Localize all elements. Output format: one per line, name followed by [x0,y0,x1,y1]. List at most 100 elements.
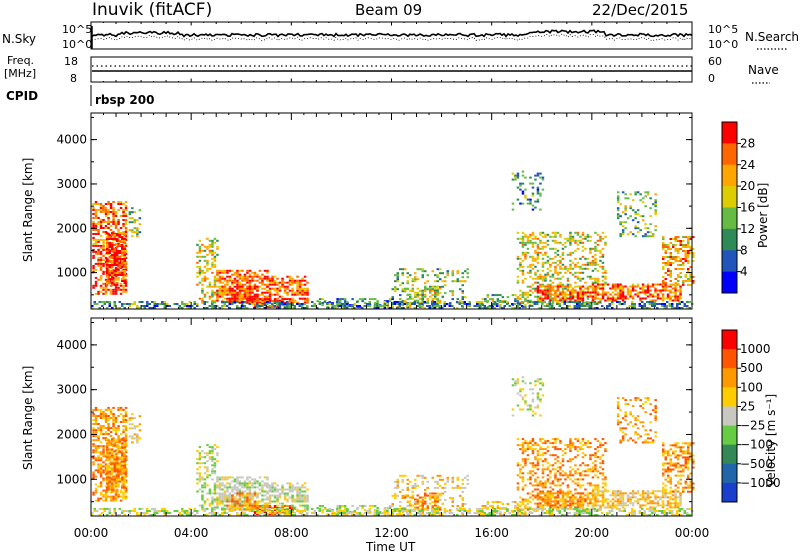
velocity-cell [94,469,98,472]
velocity-cell [419,508,422,511]
power-cell [266,283,269,286]
power-cell [416,278,419,281]
velocity-cell [451,486,454,489]
power-cell [616,285,620,288]
velocity-cell [554,458,557,461]
velocity-cell [112,439,115,442]
velocity-cell [263,476,267,479]
velocity-cell [99,493,103,496]
velocity-cell [409,504,412,507]
power-cell [114,242,118,245]
power-cell [611,301,614,303]
power-cell [459,300,462,303]
power-cell [534,281,537,284]
power-cell [206,291,209,294]
power-cell [681,301,684,303]
power-cell [682,264,685,266]
power-cell [651,299,655,302]
power-cell [682,236,685,239]
velocity-cell [281,505,284,507]
power-cell [236,283,239,286]
power-cell [626,233,630,236]
power-cell [646,307,649,309]
velocity-cell [404,474,407,477]
power-cell [419,301,422,304]
power-cell [541,289,545,292]
power-cell [666,297,670,300]
velocity-cell [97,497,100,500]
power-cell [123,270,126,272]
power-cell [489,298,492,301]
power-cell [238,299,242,302]
velocity-cell [546,490,550,493]
power-cell [556,299,560,302]
power-cell [124,248,128,251]
power-cell [383,305,386,307]
power-cell [671,295,675,298]
velocity-cell [206,484,209,487]
velocity-cell [108,478,111,481]
power-cell [213,293,217,296]
power-cell [112,288,115,291]
velocity-cell [524,511,527,514]
velocity-cell [318,505,322,507]
power-cell [574,249,577,252]
velocity-cell [116,464,119,467]
power-cell [581,241,585,244]
power-cell [358,298,362,301]
velocity-cell [266,482,269,485]
velocity-cell [526,500,530,503]
power-cell [241,283,244,286]
velocity-cell [106,452,109,455]
power-cell [593,301,596,303]
power-cell [268,279,272,282]
power-cell [579,265,582,268]
power-cell [221,295,224,298]
power-cell [424,290,427,293]
power-cell [278,303,281,305]
velocity-cell [416,498,419,501]
velocity-cell [298,504,302,507]
power-cell [566,289,570,292]
power-cell [301,277,304,280]
velocity-cell [549,502,552,505]
ytick-label: 2000 [56,221,87,235]
power-cell [263,303,266,305]
power-cell [373,302,377,305]
velocity-cell [196,462,199,465]
power-cell [541,241,545,244]
power-cell [514,176,517,179]
velocity-cell [112,429,115,432]
power-cell [138,307,141,309]
power-cell [601,291,605,294]
power-cell [619,203,622,206]
power-cell [338,298,342,301]
velocity-cell [112,487,115,490]
power-cell [556,303,559,305]
power-cell [661,303,664,305]
power-cell [99,246,103,249]
velocity-cell [233,496,237,499]
power-cell [433,307,436,309]
power-cell [198,239,202,242]
power-cell [153,305,156,307]
power-cell [118,266,121,268]
velocity-cell [109,427,113,430]
freq-tick-bottom: 8 [70,72,77,85]
velocity-cell [221,488,224,491]
power-cell [544,241,547,244]
power-cell [521,239,525,242]
power-cell [203,271,207,274]
velocity-cell [421,480,424,483]
power-cell [102,244,105,247]
power-cell [541,231,545,234]
velocity-cell [97,455,100,458]
velocity-cell [198,504,202,507]
power-cell [531,263,535,266]
power-cell [107,227,110,229]
power-cell [119,201,123,203]
power-cell [371,298,374,301]
power-cell [519,237,522,240]
power-cell [541,188,545,191]
power-cell [566,277,570,280]
